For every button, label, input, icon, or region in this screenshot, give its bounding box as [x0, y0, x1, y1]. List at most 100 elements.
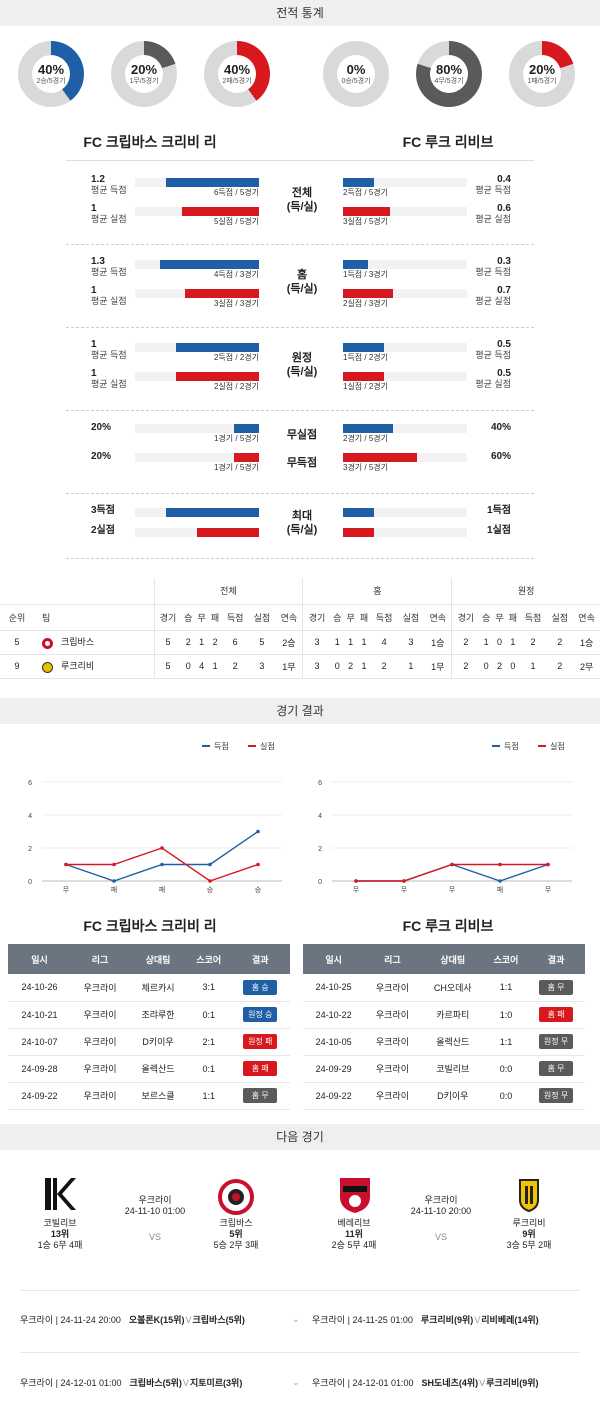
kolos-logo-icon [45, 1178, 76, 1210]
x-tick-label: 무 [545, 886, 552, 894]
stat-left-bar-text: 1경기 / 5경기 [213, 463, 259, 472]
results-col-header: 일시 [8, 944, 72, 974]
fixture-vs: V [185, 1315, 192, 1325]
stat-center-label: 전체 (득/실) [286, 187, 318, 213]
y-tick-label: 0 [318, 879, 322, 886]
stat-left-label: 평균 득점 [91, 267, 127, 277]
result-badge: 홈 무 [539, 979, 574, 995]
fixture-away: 리비베레(14위) [481, 1315, 539, 1325]
result-badge: 원정 무 [539, 1088, 574, 1103]
standings-col-header: 무 [194, 604, 209, 631]
results-score: 0:1 [186, 1001, 231, 1029]
result-badge: 홈 패 [539, 1007, 574, 1022]
x-tick-label: 무 [449, 886, 456, 894]
x-tick-label: 무 [63, 886, 70, 894]
rukh-logo-icon [42, 661, 53, 673]
standings-cell: 5 [153, 654, 182, 679]
results-opp: 코빌리브 [420, 1055, 485, 1083]
standings-cell: 2 [370, 654, 398, 679]
stat-right-bar [343, 178, 374, 187]
stat-right-bar [343, 424, 393, 433]
donut-5: 80% 4무/5경기 [416, 41, 482, 107]
stat-left-bar [182, 207, 259, 216]
stat-right-value: 0.4 [497, 174, 511, 185]
stat-left-value: 1 [91, 368, 97, 379]
results-section-title: 경기 결과 [0, 698, 600, 724]
stat-right-bar-text: 2득점 / 5경기 [343, 188, 389, 197]
results-col-header: 스코어 [186, 944, 231, 974]
standings-cell: 3 [302, 630, 331, 655]
standings-group-header: 전체 [153, 578, 303, 605]
conceded-point [256, 862, 260, 867]
stat-right-value: 0.7 [497, 285, 511, 296]
fixture-league-date: 우크라이 | 24-12-01 01:00 [20, 1378, 122, 1388]
stat-right-label: 평균 득점 [475, 350, 511, 360]
standings-cell: 4 [370, 630, 398, 655]
standings-cell: 0 [330, 654, 344, 679]
stat-right-bar-text: 2실점 / 3경기 [343, 299, 389, 308]
standings-cell: 2 [181, 630, 195, 655]
scored-point [160, 862, 164, 867]
results-league: 우크라이 [71, 1055, 130, 1083]
standings-col-header: 연속 [424, 604, 452, 631]
standings-cell: 1 [330, 630, 344, 655]
upcoming-fixture[interactable]: 우크라이 | 24-11-24 20:00 오볼론K(15위)V크립바스(5위) [20, 1313, 245, 1327]
results-col-header: 리그 [364, 944, 421, 974]
results-score: 1:1 [186, 1082, 231, 1110]
upcoming-fixture[interactable]: 우크라이 | 24-11-25 01:00 루크리비(9위)V리비베레(14위) [312, 1313, 539, 1327]
standings-col-header: 실점 [546, 604, 574, 631]
standings-cell: 2 [343, 654, 358, 679]
donut-percent: 20% [528, 62, 556, 77]
stat-left-bar [185, 289, 259, 298]
scored-line [356, 863, 549, 882]
x-tick-label: 패 [159, 885, 165, 894]
kryvbas-logo-icon [218, 1179, 254, 1215]
standings-cell: 0 [181, 654, 195, 679]
standings-cell: 2 [221, 654, 249, 679]
upcoming-fixture[interactable]: 우크라이 | 24-12-01 01:00 크립바스(5위)V지토미르(3위) [20, 1376, 242, 1390]
donut-4: 0% 0승/5경기 [323, 41, 389, 107]
standings-cell: 3 [248, 654, 276, 679]
results-score: 0:0 [484, 1055, 528, 1083]
next1-team-b-name: 크립바스 [219, 1218, 253, 1228]
stat-left-bar [176, 343, 259, 352]
stat-right-value: 1득점 [487, 505, 511, 516]
results-score: 2:1 [186, 1028, 231, 1056]
stat-right-bar-text: 2경기 / 5경기 [343, 434, 389, 443]
results-opp: D키이우 [129, 1028, 187, 1056]
stat-center-label: 원정 (득/실) [286, 352, 318, 378]
standings-col-header: 경기 [153, 604, 182, 631]
donut-percent: 80% [435, 62, 463, 77]
fixture-away: 지토미르(3위) [189, 1378, 243, 1388]
results-date: 24-09-28 [8, 1055, 72, 1083]
standings-col-header: 패 [208, 604, 222, 631]
stat-left-bar [176, 372, 259, 381]
y-tick-label: 6 [28, 780, 32, 787]
conceded-point [402, 879, 406, 883]
standings-cell: 2 [546, 654, 574, 679]
results-score: 3:1 [186, 974, 231, 1002]
fixture-league-date: 우크라이 | 24-11-24 20:00 [20, 1315, 121, 1325]
stat-right-bar [343, 508, 374, 517]
standings-cell: 2 [451, 630, 480, 655]
standings-rank: 9 [0, 654, 34, 679]
standings-team-name: 크립바스 [61, 637, 95, 648]
y-tick-label: 0 [28, 879, 32, 886]
standings-cell: 1 [397, 654, 425, 679]
standings-cell: 2승 [275, 630, 303, 655]
chevron-down-icon: ⌄ [292, 1377, 300, 1387]
standings-cell: 1무 [424, 654, 452, 679]
results-col-header: 스코어 [484, 944, 528, 974]
stat-right-value: 0.6 [497, 203, 511, 214]
results-league: 우크라이 [71, 974, 130, 1002]
donut-record: 2승/5경기 [36, 78, 66, 85]
results-opp: 올렉산드 [420, 1028, 485, 1056]
standings-col-header: 경기 [302, 604, 331, 631]
upcoming-fixture[interactable]: 우크라이 | 24-12-01 01:00 SH도네츠(4위)V루크리비(9위) [312, 1376, 539, 1390]
next2-team-a-name: 베레리브 [337, 1218, 371, 1228]
stat-right-bar [343, 289, 393, 298]
next1-vs: VS [148, 1232, 161, 1242]
results-col-header: 상대팀 [129, 944, 187, 974]
standings-cell: 2무 [573, 654, 600, 679]
home-results-table: 일시 리그 상대팀 스코어 결과 24-10-26 우크라이 체르카시 3:1 홈 승 24-10-… [8, 944, 290, 1110]
